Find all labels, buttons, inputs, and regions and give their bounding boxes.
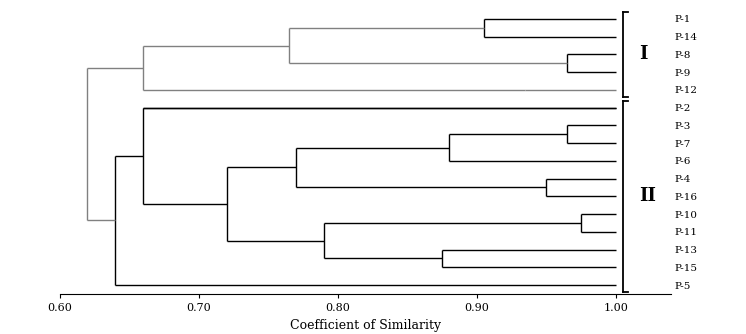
- Text: II: II: [639, 187, 656, 205]
- X-axis label: Coefficient of Similarity: Coefficient of Similarity: [290, 319, 441, 332]
- Text: I: I: [639, 45, 648, 63]
